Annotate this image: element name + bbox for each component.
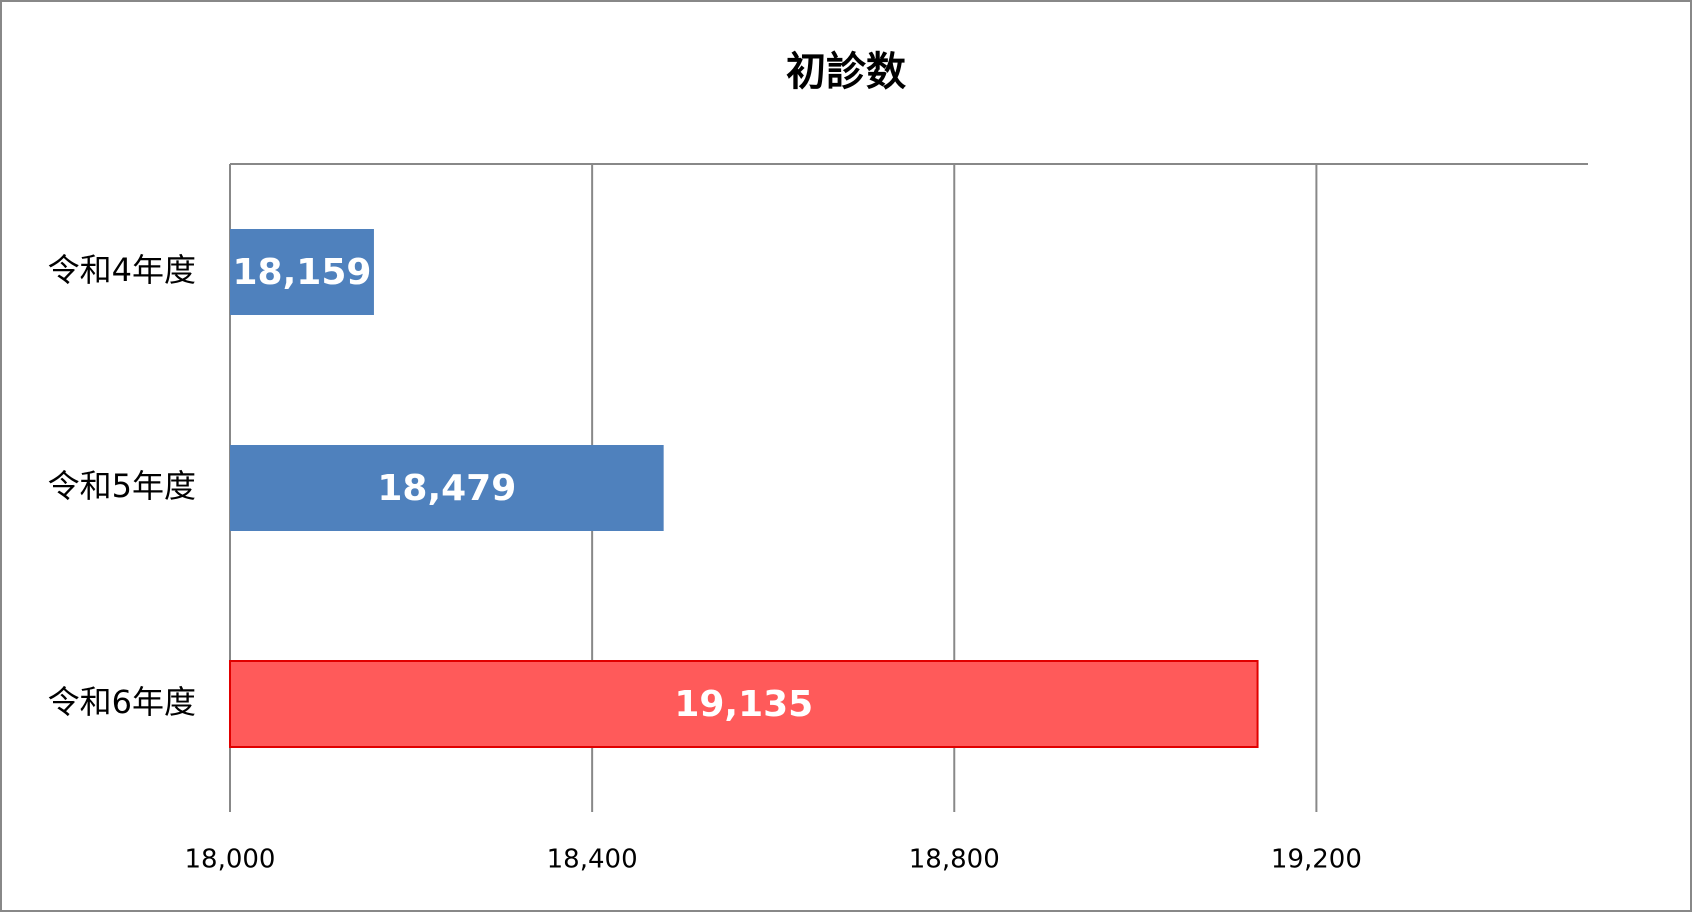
value-label: 19,135: [674, 684, 813, 725]
bar: [229, 660, 1259, 748]
x-tick-label: 19,200: [1271, 845, 1362, 875]
x-tick-label: 18,000: [185, 845, 276, 875]
bar: [230, 445, 664, 531]
y-tick-label: 令和4年度: [48, 251, 196, 289]
x-tick-label: 18,400: [547, 845, 638, 875]
chart-title: 初診数: [786, 49, 906, 95]
y-tick-label: 令和6年度: [48, 683, 196, 721]
value-label: 18,159: [233, 252, 372, 293]
x-tick-label: 18,800: [909, 845, 1000, 875]
bar: [230, 229, 374, 315]
y-tick-label: 令和5年度: [48, 467, 196, 505]
value-label: 18,479: [377, 468, 516, 509]
